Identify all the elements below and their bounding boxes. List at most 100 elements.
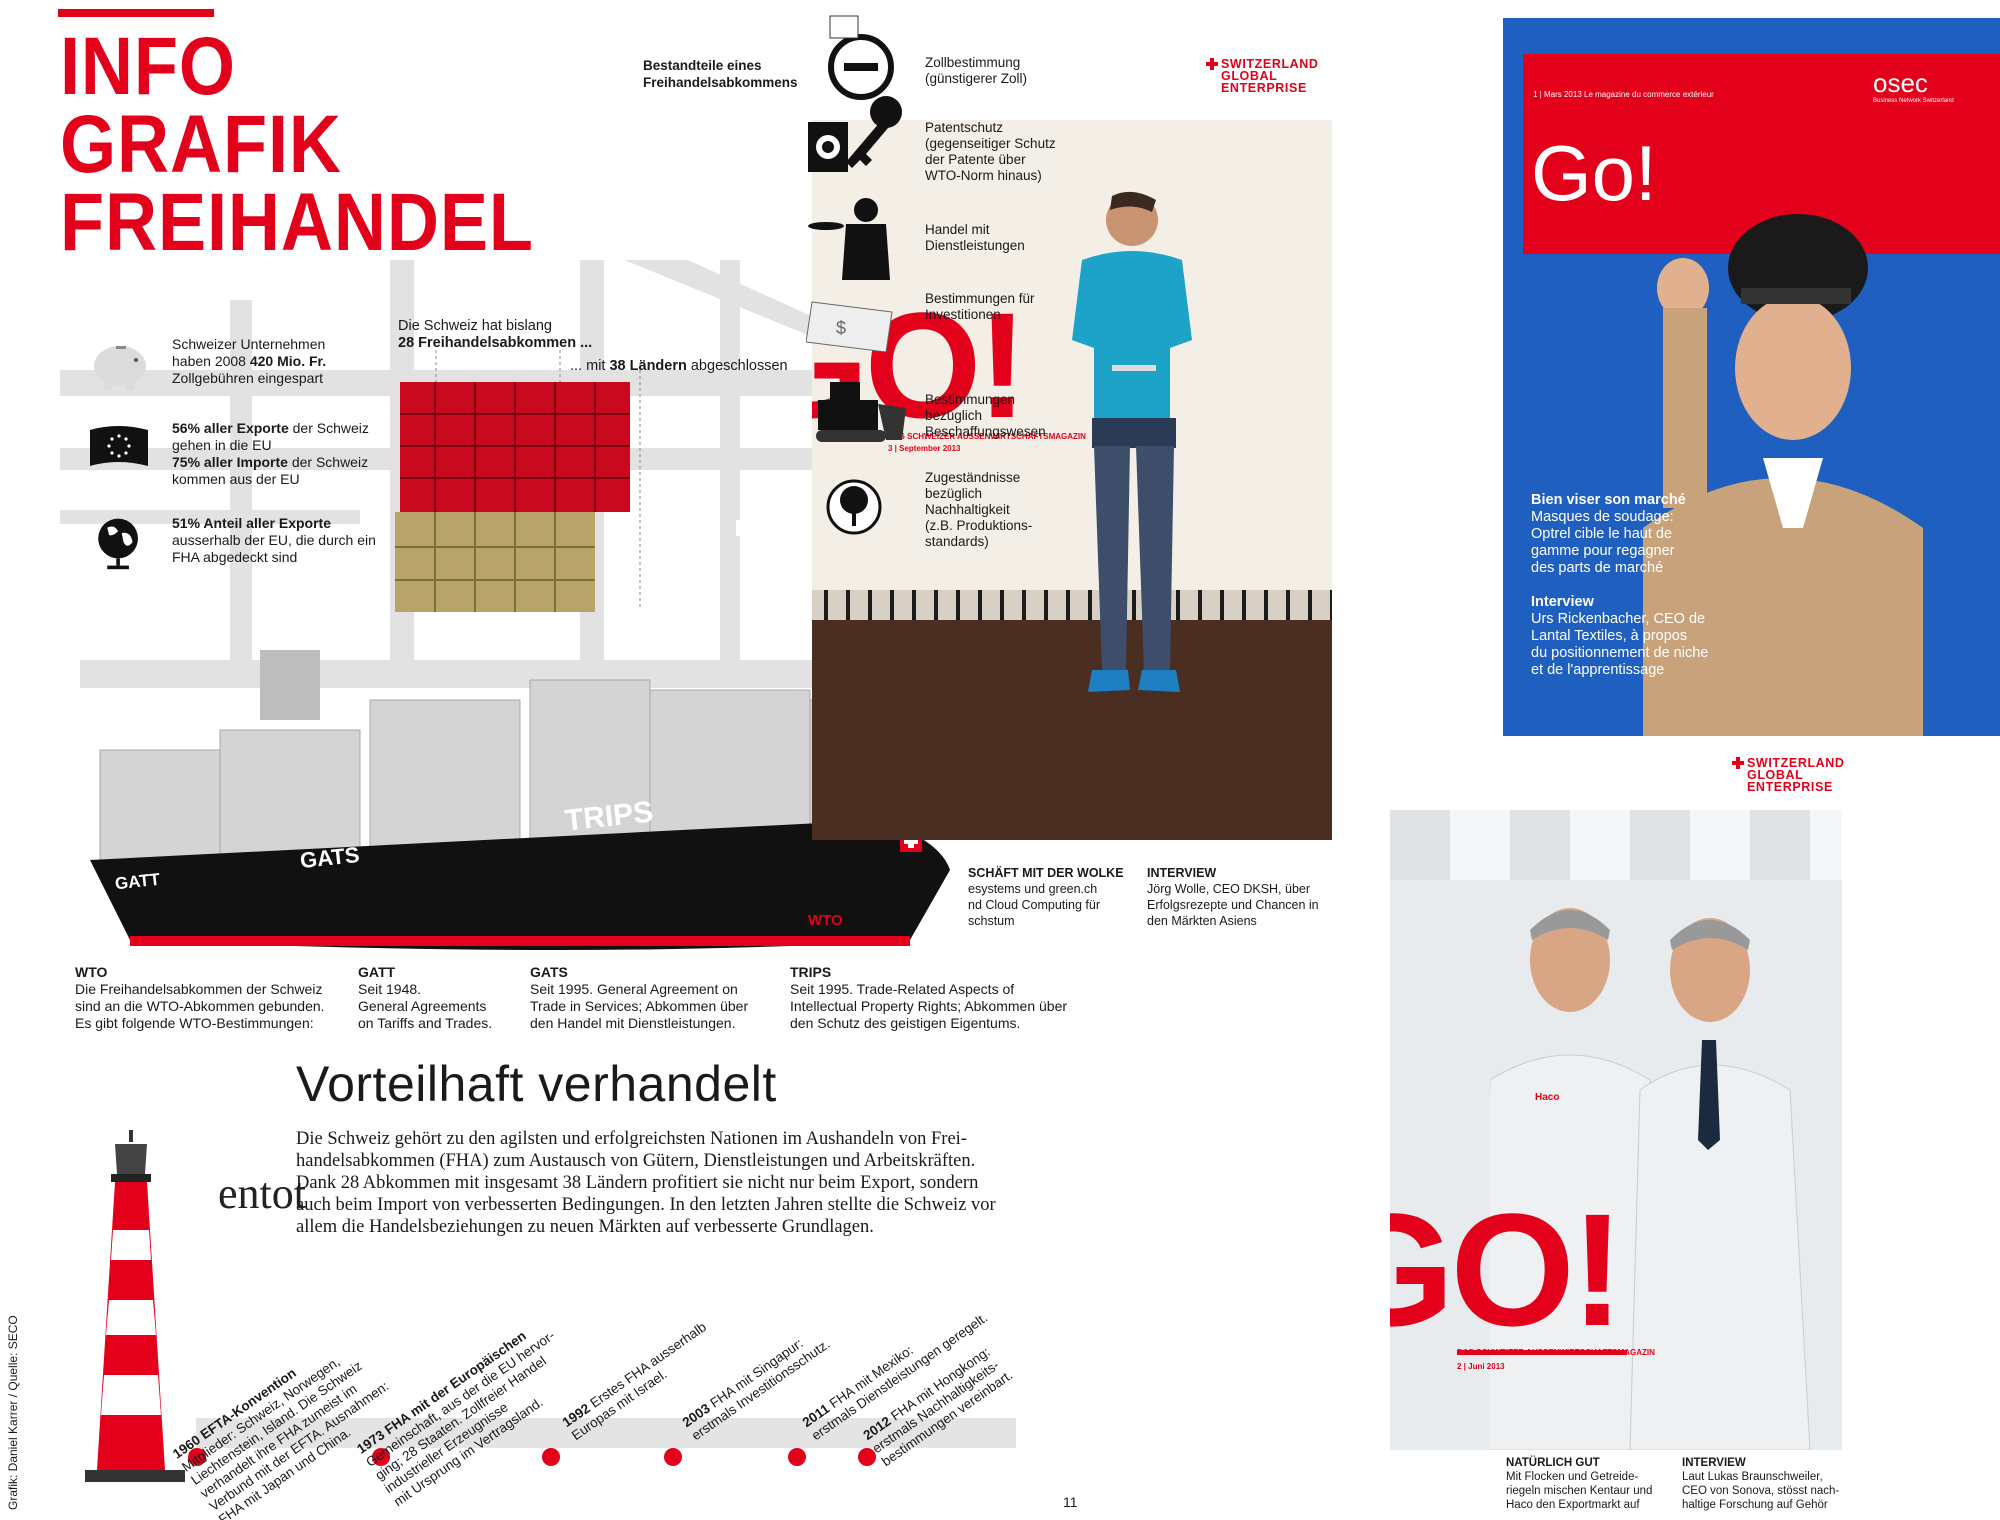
page-number: 11	[1063, 1494, 1078, 1510]
stat-line: der Schweiz	[287, 454, 369, 470]
caption-line: General Agreements	[358, 998, 487, 1014]
countries-suffix: abgeschlossen	[686, 358, 788, 374]
component-investments: Bestimmungen für Investitionen	[925, 291, 1075, 323]
sge-line: GLOBAL	[1221, 69, 1278, 83]
page-title: INFO GRAFIK FREIHANDEL	[60, 26, 534, 268]
stat-line: haben 2008	[172, 353, 250, 369]
caption-line: Seit 1995. General Agreement on	[530, 981, 738, 997]
teaser-natuerlich-gut: NATÜRLICH GUT Mit Flocken und Getreide- …	[1506, 1456, 1652, 1512]
component-line: (gegenseitiger Schutz	[925, 136, 1056, 151]
component-sustainability: Zugeständnisse bezüglich Nachhaltigkeit …	[925, 470, 1075, 550]
caption-line: den Schutz des geistigen Eigentums.	[790, 1015, 1021, 1031]
cover-photo-room	[812, 120, 1332, 590]
countries-value: 38 Ländern	[609, 358, 687, 374]
cover-tagline: DAS SCHWEIZER AUSSENWIRTSCHAFTSMAGAZIN	[888, 432, 1086, 441]
component-line: Investitionen	[925, 307, 1001, 322]
component-line: bezüglich	[925, 486, 983, 501]
countries-label: ... mit 38 Ländern abgeschlossen	[570, 358, 788, 375]
cover-photo-two-men	[1490, 908, 1811, 1450]
osec-teaser-1: Bien viser son marché Masques de soudage…	[1531, 492, 1731, 577]
caption-head: TRIPS	[790, 964, 832, 980]
teaser-line: den Märkten Asiens	[1147, 914, 1257, 928]
teaser-head: INTERVIEW	[1682, 1457, 1746, 1469]
caption-wto: WTO Die Freihandelsabkommen der Schweiz …	[75, 964, 325, 1032]
sge-logo-center: SWITZERLAND GLOBAL ENTERPRISE	[1206, 58, 1319, 94]
stat-line: kommen aus der EU	[172, 471, 300, 487]
body-line: Die Schweiz gehört zu den agilsten und e…	[296, 1129, 967, 1149]
spacer	[736, 520, 752, 536]
title-line-3: FREIHANDEL	[60, 177, 534, 268]
caption-gats: GATS Seit 1995. General Agreement on Tra…	[530, 964, 748, 1032]
caption-line: on Tariffs and Trades.	[358, 1015, 493, 1031]
teaser-line: Optrel cible le haut de	[1531, 526, 1673, 542]
fha-count-label: Die Schweiz hat bislang 28 Freihandelsab…	[398, 318, 592, 352]
component-line: (z.B. Produktions-	[925, 518, 1033, 533]
timeline-buoy	[788, 1448, 806, 1466]
svg-text:$: $	[836, 318, 846, 338]
component-procurement: Bestimmungen bezüglich Beschaffungswesen	[925, 392, 1075, 440]
piggy-bank-icon	[94, 346, 146, 390]
overprint-text: entot	[218, 1169, 306, 1218]
component-line: Beschaffungswesen	[925, 424, 1046, 439]
component-line: WTO-Norm hinaus)	[925, 168, 1042, 183]
component-line: der Patente über	[925, 152, 1026, 167]
components-heading-line: Bestandteile eines	[643, 58, 762, 73]
osec-logo: Go!	[1531, 129, 1657, 217]
caption-gatt: GATT Seit 1948. General Agreements on Ta…	[358, 964, 492, 1032]
fha-count-value: 28 Freihandelsabkommen ...	[398, 335, 593, 351]
graphic-credit: Grafik: Daniel Karrer / Quelle: SECO	[6, 1315, 20, 1510]
teaser-interview-dksh: INTERVIEW Jörg Wolle, CEO DKSH, über Erf…	[1147, 865, 1319, 929]
teaser-line: esystems und green.ch	[968, 882, 1098, 896]
osec-header-band	[1523, 54, 2000, 254]
timeline-buoy	[664, 1448, 682, 1466]
teaser-line: haltige Forschung auf Gehör	[1682, 1499, 1828, 1511]
component-line: (günstigerer Zoll)	[925, 71, 1028, 86]
magazine-cover-osec: osec Business Network Switzerland 1 | Ma…	[1503, 18, 2000, 736]
stat-fha-coverage: 51% Anteil aller Exporte ausserhalb der …	[88, 515, 388, 581]
component-line: Patentschutz	[925, 120, 1004, 135]
waiter-icon	[808, 198, 890, 280]
cover-photo-welder	[1643, 214, 1923, 736]
caption-line: Seit 1995. Trade-Related Aspects of	[790, 981, 1015, 997]
bulldozer-icon	[816, 382, 906, 442]
osec-issue: 1 | Mars 2013 Le magazine du commerce ex…	[1533, 90, 1714, 99]
timeline-buoy	[858, 1448, 876, 1466]
logo-underline	[1457, 1350, 1627, 1355]
caption-line: Intellectual Property Rights; Abkommen ü…	[790, 998, 1068, 1014]
caption-head: GATS	[530, 964, 568, 980]
component-line: Dienstleistungen	[925, 238, 1025, 253]
body-text: Die Schweiz gehört zu den agilsten und e…	[296, 1128, 1026, 1238]
eu-flag-icon	[90, 426, 148, 466]
caption-line: Es gibt folgende WTO-Bestimmungen:	[75, 1015, 314, 1031]
teaser-head: INTERVIEW	[1147, 866, 1217, 880]
cover-issue: 3 | September 2013	[888, 444, 961, 453]
teaser-head: Interview	[1531, 594, 1594, 610]
ship-label-wto: WTO	[808, 912, 843, 929]
lighthouse-illustration	[85, 1130, 185, 1482]
teaser-line: riegeln mischen Kentaur und	[1506, 1485, 1653, 1497]
components-heading: Bestandteile eines Freihandelsabkommens	[643, 57, 798, 91]
sge-line: SWITZERLAND	[1747, 756, 1845, 770]
teaser-line: du positionnement de niche	[1531, 645, 1709, 661]
body-line: auch beim Import von verbesserten Beding…	[296, 1195, 996, 1215]
timeline-buoy	[188, 1448, 206, 1466]
tree-icon	[826, 479, 882, 535]
component-patent: Patentschutz (gegenseitiger Schutz der P…	[925, 120, 1075, 184]
component-line: Bestimmungen	[925, 392, 1016, 407]
component-line: standards)	[925, 534, 989, 549]
caption-head: WTO	[75, 964, 108, 980]
caption-line: sind an die WTO-Abkommen gebunden.	[75, 998, 325, 1014]
component-line: Bestimmungen für	[925, 291, 1035, 306]
cover-tagline-june: DAS SCHWEIZER AUSSENWIRTSCHAFTSMAGAZIN	[1457, 1348, 1655, 1357]
teaser-line: Erfolgsrezepte und Chancen in	[1147, 898, 1319, 912]
title-line-2: GRAFIK	[60, 99, 342, 190]
coat-brand-label: Haco	[1535, 1092, 1560, 1103]
stat-value: 51% Anteil aller Exporte	[172, 515, 331, 531]
money-icon: $	[806, 301, 893, 353]
teaser-line: Jörg Wolle, CEO DKSH, über	[1147, 882, 1311, 896]
component-line: Handel mit	[925, 222, 990, 237]
stat-value: 420 Mio. Fr.	[249, 353, 327, 369]
stat-line: gehen in die EU	[172, 437, 272, 453]
component-line: Nachhaltigkeit	[925, 502, 1010, 517]
teaser-head: NATÜRLICH GUT	[1506, 1457, 1600, 1469]
